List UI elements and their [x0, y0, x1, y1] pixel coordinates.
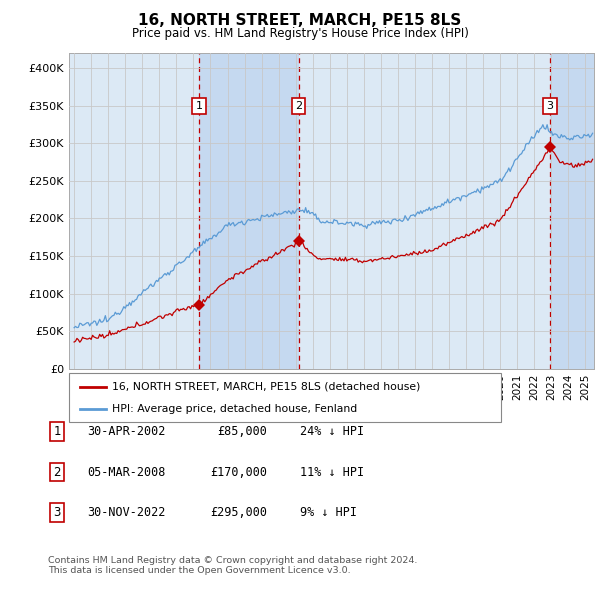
Text: 1: 1	[196, 101, 203, 111]
Text: 2: 2	[53, 466, 61, 478]
Text: 11% ↓ HPI: 11% ↓ HPI	[300, 466, 364, 478]
Text: 3: 3	[547, 101, 554, 111]
Text: £295,000: £295,000	[210, 506, 267, 519]
Text: HPI: Average price, detached house, Fenland: HPI: Average price, detached house, Fenl…	[112, 404, 358, 414]
Text: 9% ↓ HPI: 9% ↓ HPI	[300, 506, 357, 519]
Text: 30-NOV-2022: 30-NOV-2022	[87, 506, 166, 519]
Text: 16, NORTH STREET, MARCH, PE15 8LS (detached house): 16, NORTH STREET, MARCH, PE15 8LS (detac…	[112, 382, 421, 392]
Text: 1: 1	[53, 425, 61, 438]
Bar	[199, 53, 299, 369]
Bar	[550, 53, 594, 369]
Text: 2: 2	[295, 101, 302, 111]
Text: 3: 3	[53, 506, 61, 519]
Text: 24% ↓ HPI: 24% ↓ HPI	[300, 425, 364, 438]
Text: 30-APR-2002: 30-APR-2002	[87, 425, 166, 438]
Text: Contains HM Land Registry data © Crown copyright and database right 2024.
This d: Contains HM Land Registry data © Crown c…	[48, 556, 418, 575]
Text: £170,000: £170,000	[210, 466, 267, 478]
Text: Price paid vs. HM Land Registry's House Price Index (HPI): Price paid vs. HM Land Registry's House …	[131, 27, 469, 40]
Text: 16, NORTH STREET, MARCH, PE15 8LS: 16, NORTH STREET, MARCH, PE15 8LS	[139, 13, 461, 28]
Text: £85,000: £85,000	[217, 425, 267, 438]
Text: 05-MAR-2008: 05-MAR-2008	[87, 466, 166, 478]
